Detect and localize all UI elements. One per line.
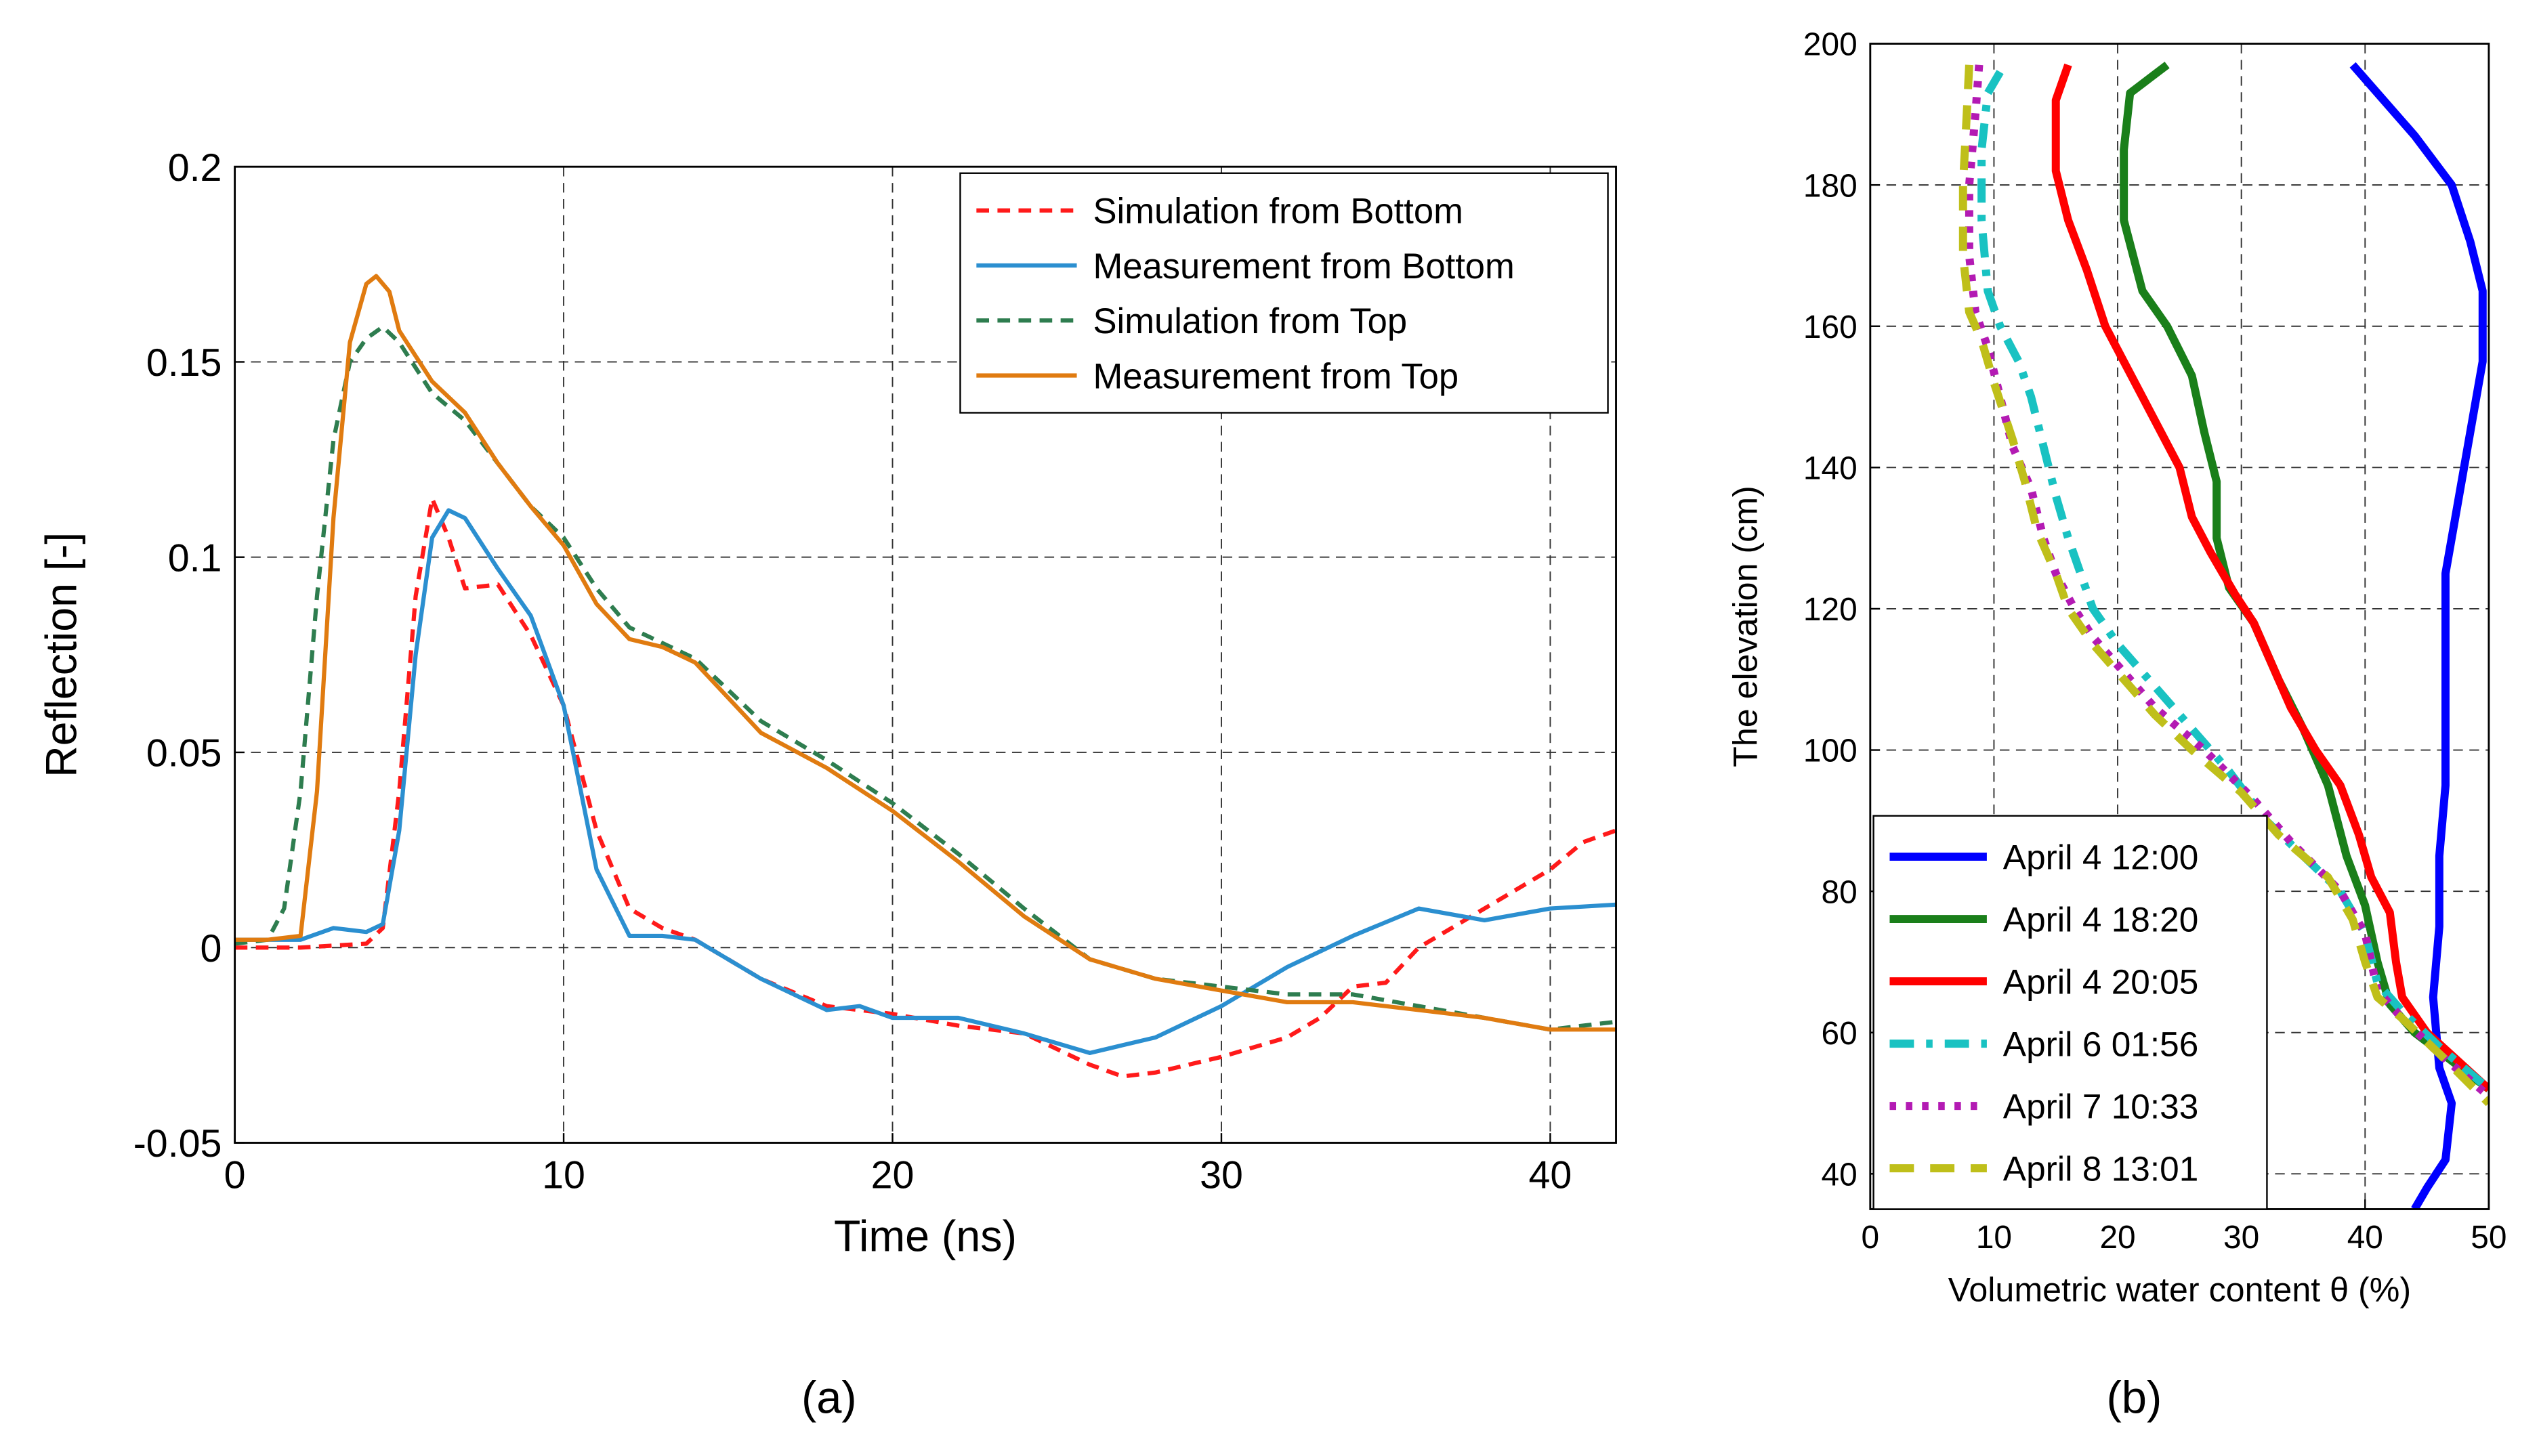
y-tick-label: 0.05 <box>146 732 222 775</box>
x-tick-label: 40 <box>2347 1220 2383 1256</box>
data-line <box>1977 70 2489 1092</box>
legend-label: April 6 01:56 <box>2003 1025 2198 1064</box>
y-tick-label: 120 <box>1803 592 1858 628</box>
legend-label: Simulation from Top <box>1093 301 1407 341</box>
chart: 0 10 20 30 40 50 40 60 80 100 120 140 160 180 200 April… <box>1726 27 2506 1423</box>
y-tick-label: 0.2 <box>168 146 222 190</box>
y-axis-label: The elevation (cm) <box>1726 486 1764 767</box>
legend-box <box>959 172 1609 414</box>
data-line <box>2051 63 2489 1092</box>
legend-label: April 4 12:00 <box>2003 838 2198 877</box>
x-tick-label: 0 <box>224 1153 246 1197</box>
y-tick-label: 80 <box>1822 874 1858 910</box>
y-tick-label: 140 <box>1803 451 1858 487</box>
caption: (b) <box>2107 1373 2162 1423</box>
x-tick-label: 10 <box>542 1153 585 1197</box>
data-line <box>234 274 1616 1032</box>
y-tick-label: 0.15 <box>146 341 222 385</box>
data-line <box>2349 62 2487 1209</box>
x-tick-label: 20 <box>2099 1220 2135 1256</box>
y-tick-label: 0 <box>201 927 222 970</box>
data-line <box>1958 64 2489 1107</box>
x-tick-label: 20 <box>871 1153 915 1197</box>
legend-label: April 8 13:01 <box>2003 1149 2198 1189</box>
y-tick-label: 40 <box>1822 1157 1858 1193</box>
legend-label: Measurement from Bottom <box>1093 247 1514 286</box>
chart: 0 10 20 30 40-0.0500.050.10.150.2Simulation … <box>37 146 1617 1423</box>
x-tick-label: 0 <box>1862 1220 1880 1256</box>
legend-label: Measurement from Top <box>1093 356 1459 396</box>
x-tick-label: 50 <box>2471 1220 2506 1256</box>
data-line <box>234 324 1616 1032</box>
y-tick-label: 200 <box>1803 27 1858 63</box>
legend-label: April 7 10:33 <box>2003 1087 2198 1126</box>
x-tick-label: 30 <box>1200 1153 1243 1197</box>
y-tick-label: -0.05 <box>133 1122 222 1165</box>
data-line <box>234 508 1616 1055</box>
x-axis-label: Volumetric water content θ (%) <box>1948 1271 2411 1309</box>
x-tick-label: 30 <box>2223 1220 2259 1256</box>
y-tick-label: 180 <box>1803 168 1858 204</box>
y-tick-label: 0.1 <box>168 536 222 580</box>
x-tick-label: 10 <box>1976 1220 2012 1256</box>
x-axis-label: Time (ns) <box>834 1212 1017 1261</box>
y-axis-label: Reflection [-] <box>37 532 85 777</box>
caption: (a) <box>801 1373 857 1423</box>
plot-frame <box>234 165 1617 1144</box>
y-tick-label: 100 <box>1803 733 1858 769</box>
x-tick-label: 40 <box>1529 1153 1572 1197</box>
y-tick-label: 60 <box>1822 1016 1858 1052</box>
legend-label: Simulation from Bottom <box>1093 192 1463 232</box>
y-tick-label: 160 <box>1803 309 1858 345</box>
legend-box <box>1872 815 2268 1210</box>
data-line <box>1965 64 2489 1100</box>
legend-label: April 4 18:20 <box>2003 900 2198 939</box>
legend-label: April 4 20:05 <box>2003 962 2198 1002</box>
